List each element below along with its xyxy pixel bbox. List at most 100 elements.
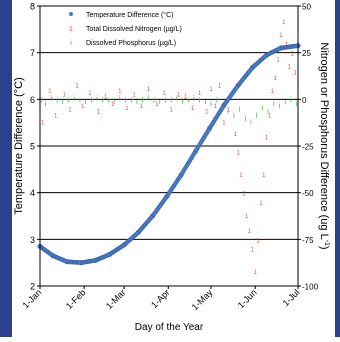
right-tick-label: 25 — [302, 49, 311, 58]
nitrogen-point: 1 — [68, 108, 72, 114]
nitrogen-point: 1 — [226, 108, 230, 114]
phosphorus-point: i — [102, 97, 104, 104]
nitrogen-point: 1 — [236, 151, 240, 157]
axis-layer: 2 3 4 5 6 7 8 -100 -75 -50 -25 0 25 50 1-Jan 1-Feb 1-Mar… — [20, 2, 318, 313]
legend-label: Temperature Difference (°C) — [86, 11, 173, 19]
phosphorus-point: i — [56, 97, 58, 104]
y-axis-right-label: Nitrogen or Phosphorus Difference (ug L-… — [318, 42, 330, 249]
y-axis-right-label-main: Nitrogen or Phosphorus Difference (ug L — [318, 42, 330, 239]
nitrogen-point: 1 — [291, 52, 295, 58]
temperature-point — [205, 128, 211, 133]
legend-marker-temperature — [69, 12, 73, 16]
nitrogen-point: 1 — [251, 248, 255, 254]
nitrogen-point: 1 — [162, 91, 166, 97]
nitrogen-point: 1 — [259, 201, 263, 207]
nitrogen-point: 1 — [177, 93, 181, 99]
phosphorus-point: i — [79, 97, 81, 104]
nitrogen-point: 1 — [63, 93, 67, 99]
x-tick-label: 1-Jan — [20, 287, 43, 310]
x-tick-label: 1-Apr — [149, 287, 172, 310]
legend-label: Total Dissolved Nitrogen (µg/L) — [86, 26, 182, 33]
phosphorus-point: i — [267, 109, 269, 116]
phosphorus-point: i — [170, 97, 172, 104]
nitrogen-point: 1 — [282, 20, 286, 26]
phosphorus-point: i — [239, 107, 241, 114]
left-tick-label: 3 — [30, 235, 35, 245]
temperature-point — [191, 151, 197, 157]
phosphorus-point: i — [51, 95, 53, 102]
nitrogen-point: 1 — [279, 33, 283, 39]
temperature-point — [177, 174, 182, 180]
x-tick-label: 1-Mar — [104, 287, 128, 311]
phosphorus-point: i — [273, 101, 275, 108]
nitrogen-point: 1 — [184, 95, 188, 101]
phosphorus-point: i — [284, 99, 286, 106]
temperature-point — [248, 67, 254, 72]
phosphorus-point: i — [136, 99, 138, 106]
phosphorus-point: i — [91, 97, 93, 104]
phosphorus-point: i — [85, 99, 87, 106]
nitrogen-point: 1 — [104, 95, 108, 101]
phosphorus-point: i — [96, 95, 98, 102]
y-axis-left-label: Temperature Difference (°C) — [13, 77, 25, 214]
nitrogen-point: 1 — [118, 89, 122, 95]
left-tick-label: 7 — [30, 48, 35, 58]
right-tick-label: -75 — [302, 236, 314, 245]
nitrogen-point: 1 — [205, 110, 209, 116]
x-tick-label: 1-Jul — [281, 287, 302, 308]
phosphorus-point: i — [142, 97, 144, 104]
phosphorus-point: i — [113, 99, 115, 106]
nitrogen-point: 1 — [88, 91, 92, 97]
phosphorus-point: i — [182, 99, 184, 106]
phosphorus-point: i — [216, 97, 218, 104]
nitrogen-point: 1 — [41, 121, 45, 127]
temperature-point — [134, 231, 140, 236]
left-tick-label: 6 — [30, 95, 35, 105]
nitrogen-point: 1 — [268, 113, 272, 119]
left-tick-label: 4 — [30, 188, 35, 198]
nitrogen-point: 1 — [271, 89, 275, 95]
left-tick-label: 8 — [30, 2, 35, 12]
temperature-point — [163, 196, 168, 201]
nitrogen-point: 1 — [209, 87, 213, 93]
nitrogen-point: 1 — [81, 104, 85, 110]
phosphorus-point: i — [256, 112, 258, 119]
phosphorus-point: i — [250, 120, 252, 127]
phosphorus-point: i — [62, 99, 64, 106]
nitrogen-point: 1 — [242, 192, 246, 198]
nitrogen-point: 1 — [234, 132, 238, 138]
left-tick-label: 2 — [30, 282, 35, 292]
x-tick-label: 1-Jun — [236, 287, 259, 310]
phosphorus-point: i — [73, 95, 75, 102]
phosphorus-point: i — [290, 97, 292, 104]
phosphorus-point: i — [45, 101, 47, 108]
phosphorus-point: i — [165, 97, 167, 104]
right-tick-label: 0 — [302, 96, 307, 105]
phosphorus-point: i — [176, 95, 178, 102]
nitrogen-point: 1 — [125, 106, 129, 112]
x-axis-label: Day of the Year — [135, 322, 204, 333]
right-tick-label: -25 — [302, 143, 314, 152]
temperature-point — [220, 105, 225, 110]
nitrogen-point: 1 — [276, 57, 280, 63]
nitrogen-point: 1 — [222, 121, 226, 127]
temperature-point — [148, 215, 154, 220]
phosphorus-point: i — [227, 109, 229, 116]
phosphorus-point: i — [108, 97, 110, 104]
x-tick-label: 1-May — [190, 287, 215, 312]
right-tick-label: -100 — [302, 283, 319, 292]
nitrogen-point: 1 — [169, 108, 173, 114]
nitrogen-point: 1 — [48, 89, 52, 95]
nitrogen-point: 1 — [288, 65, 292, 71]
nitrogen-point: 1 — [111, 102, 115, 108]
phosphorus-point: i — [148, 95, 150, 102]
nitrogen-point: 1 — [245, 214, 249, 220]
nitrogen-point: 1 — [147, 87, 151, 93]
gridlines — [40, 52, 298, 240]
nitrogen-point: 1 — [191, 106, 195, 112]
nitrogen-point: 1 — [140, 104, 144, 110]
nitrogen-point: 1 — [198, 91, 202, 97]
legend-marker-nitrogen: 1 — [69, 26, 73, 33]
phosphorus-point: i — [199, 97, 201, 104]
